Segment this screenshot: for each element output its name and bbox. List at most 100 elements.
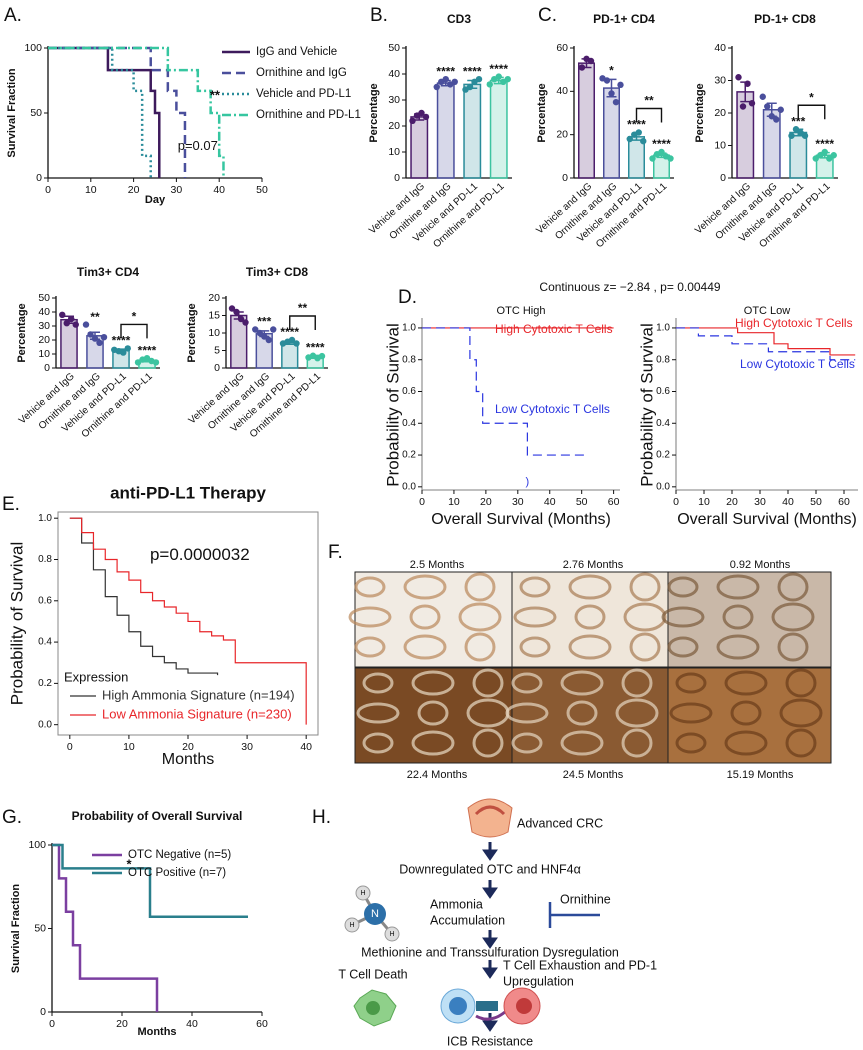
tissue: [505, 702, 549, 724]
y-tick-label: 10: [208, 327, 220, 339]
tumor-icon: [474, 805, 506, 816]
tissue: [519, 636, 551, 658]
x-tick-label: 30: [754, 496, 766, 508]
data-point: [433, 83, 440, 91]
x-tick-label: 0: [67, 741, 73, 753]
bar: [578, 62, 595, 179]
legend-label: Ornithine and PD-L1: [256, 109, 361, 121]
tissue: [574, 604, 606, 630]
x-tick-label: 0: [673, 496, 679, 508]
annotation: p=0.07: [178, 138, 218, 153]
data-point: [658, 148, 665, 156]
y-tick-label: 0.8: [402, 354, 416, 365]
tissue: [511, 732, 543, 754]
legend-label: OTC Positive (n=7): [128, 867, 226, 879]
significance: ****: [306, 341, 325, 355]
data-point: [120, 349, 127, 356]
tissue: [472, 668, 504, 698]
data-point: [124, 345, 131, 352]
y-tick-label: 0: [394, 172, 400, 184]
data-point: [830, 152, 837, 159]
series-label: High Cytotoxic T Cells: [495, 322, 613, 336]
histology-panel: [348, 571, 832, 764]
significance: ****: [436, 64, 455, 78]
tissue: [560, 670, 604, 696]
tissue: [722, 604, 754, 630]
bar: [789, 131, 808, 179]
x-tick-label: 40: [186, 1018, 198, 1030]
survival-curve: [69, 517, 219, 676]
significance: ***: [791, 114, 805, 128]
y-axis-label: Probability of Survival: [383, 323, 402, 486]
tissue: [777, 632, 809, 662]
inhibition: [548, 902, 600, 928]
tissue: [348, 606, 392, 628]
y-tick-label: 0.4: [656, 418, 670, 429]
bar: [463, 83, 482, 179]
step: Downregulated OTC and HNF4α: [399, 862, 581, 876]
t-cell-icon: [449, 997, 467, 1015]
tissue: [458, 602, 502, 632]
data-point: [739, 103, 747, 110]
data-point: [635, 129, 642, 136]
data-point: [748, 100, 756, 107]
y-tick-label: 30: [388, 94, 400, 106]
y-tick-label: 0.4: [38, 637, 52, 648]
legend-label: High Ammonia Signature (n=194): [102, 687, 295, 702]
x-tick-label: 40: [300, 741, 312, 753]
x-axis-label: Overall Survival (Months): [677, 511, 857, 528]
x-tick-label: 30: [512, 496, 524, 508]
x-tick-label: 20: [182, 741, 194, 753]
survival-curve: [676, 327, 856, 356]
y-tick-label: 20: [714, 107, 726, 119]
data-point: [768, 113, 775, 120]
y-tick-label: 50: [34, 922, 46, 934]
x-tick-label: 0: [49, 1018, 55, 1030]
tissue: [362, 672, 394, 694]
y-tick-label: 1.0: [402, 323, 416, 334]
y-tick-label: 5: [214, 344, 220, 356]
data-point: [812, 155, 819, 162]
x-tick-label: 50: [256, 184, 268, 196]
y-tick-label: 40: [38, 306, 50, 318]
x-tick-label: 10: [448, 496, 460, 508]
significance: **: [90, 310, 100, 324]
y-tick-label: 100: [28, 839, 46, 851]
data-point: [68, 315, 75, 323]
atom-label: H: [360, 890, 365, 897]
step: ICB Resistance: [447, 1034, 533, 1048]
data-point: [228, 305, 236, 312]
data-point: [288, 336, 296, 344]
data-point: [640, 137, 647, 145]
survival-curve: [48, 46, 152, 178]
panel-label: F.: [328, 542, 343, 563]
tissue: [403, 634, 447, 660]
tissue: [354, 576, 386, 598]
x-tick-label: 10: [698, 496, 710, 508]
tissue: [464, 572, 496, 602]
data-point: [826, 155, 833, 162]
y-tick-label: 0: [40, 1006, 46, 1018]
significance: ****: [280, 325, 299, 339]
tissue: [724, 730, 768, 756]
histology-image: [667, 667, 832, 764]
tissue: [629, 572, 661, 602]
x-tick-label: 20: [128, 184, 140, 196]
x-axis-label: Overall Survival (Months): [431, 511, 611, 528]
tissue: [464, 632, 496, 662]
annotation: ): [526, 476, 530, 488]
tissue: [362, 732, 394, 754]
data-point: [777, 106, 784, 113]
caption: 2.76 Months: [563, 559, 624, 571]
data-point: [667, 155, 674, 162]
panel-label: B.: [370, 5, 388, 26]
data-point: [409, 117, 416, 125]
tissue: [403, 574, 447, 600]
x-tick-label: 10: [123, 741, 135, 753]
data-point: [475, 76, 483, 83]
step: Methionine and Transsulfuration Dysregul…: [361, 945, 619, 959]
tissue: [568, 634, 612, 660]
atom-label: H: [389, 931, 394, 938]
data-point: [72, 321, 79, 328]
